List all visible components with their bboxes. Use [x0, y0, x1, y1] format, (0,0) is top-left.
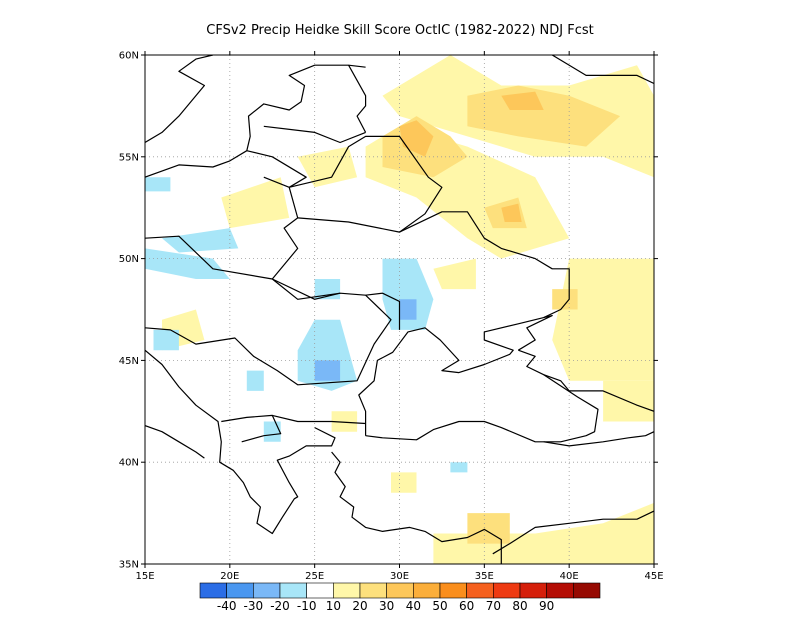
y-tick-label: 40N	[119, 458, 139, 469]
colorbar-swatch	[573, 582, 601, 599]
axes: 15E 20E 25E 30E 35E 40E 45E 60N 55N 50N 45N 40N 35N	[119, 51, 664, 583]
skill-region	[162, 228, 239, 253]
skill-region	[552, 289, 578, 310]
x-tick-label: 40E	[560, 571, 579, 582]
boundary-line	[358, 315, 553, 436]
skill-region	[246, 370, 264, 391]
colorbar-swatch	[439, 582, 467, 599]
colorbar-swatch	[333, 582, 361, 599]
skill-shading-layer	[145, 55, 654, 564]
colorbar-label: -30	[244, 599, 264, 613]
y-tick-label: 60N	[119, 51, 139, 62]
boundary-line	[492, 510, 654, 555]
colorbar-label: 40	[406, 599, 421, 613]
colorbar-label: 50	[432, 599, 447, 613]
colorbar-label: -10	[297, 599, 317, 613]
boundary-line	[543, 374, 654, 412]
skill-region	[331, 411, 358, 432]
skill-region	[297, 319, 358, 391]
x-tick-label: 45E	[644, 571, 663, 582]
colorbar-label: 80	[512, 599, 527, 613]
boundary-line	[145, 235, 392, 386]
colorbar-swatch	[413, 582, 441, 599]
skill-region	[433, 502, 654, 564]
boundary-line	[365, 292, 401, 330]
boundary-line	[221, 414, 282, 443]
skill-region	[297, 146, 358, 188]
skill-region	[145, 248, 230, 279]
boundary-line	[348, 64, 367, 133]
x-tick-label: 35E	[475, 571, 494, 582]
y-tick-label: 35N	[119, 560, 139, 571]
colorbar-label: 60	[459, 599, 474, 613]
colorbar-swatch	[493, 582, 521, 599]
y-tick-label: 55N	[119, 152, 139, 163]
colorbar-label: 30	[379, 599, 394, 613]
x-tick-label: 20E	[220, 571, 239, 582]
skill-region	[153, 329, 179, 351]
colorbar-swatch	[546, 582, 574, 599]
boundary-line	[145, 349, 336, 535]
skill-region	[391, 472, 417, 493]
x-tick-label: 25E	[305, 571, 324, 582]
y-tick-label: 50N	[119, 254, 139, 265]
skill-region	[467, 513, 510, 544]
colorbar-swatch	[226, 582, 254, 599]
colorbar-label: -20	[270, 599, 290, 613]
colorbar-swatch	[306, 582, 334, 599]
skill-region	[433, 258, 476, 290]
skill-region	[145, 177, 171, 192]
skill-region	[382, 258, 434, 330]
boundary-line	[331, 451, 502, 564]
colorbar-label: 20	[352, 599, 367, 613]
chart-title: CFSv2 Precip Heidke Skill Score OctIC (1…	[206, 23, 593, 38]
colorbar-swatch	[253, 582, 281, 599]
skill-region	[314, 360, 341, 381]
coastlines-and-borders	[145, 55, 654, 564]
colorbar: -40 -30 -20 -10 10 20 30 40 50 60 70 80 90	[199, 582, 601, 613]
colorbar-swatch	[279, 582, 307, 599]
skill-region	[450, 462, 468, 473]
skill-region	[501, 203, 522, 222]
boundary-line	[145, 55, 214, 144]
colorbar-label: 70	[486, 599, 501, 613]
boundary-line	[263, 125, 366, 144]
colorbar-swatch	[519, 582, 547, 599]
colorbar-label: -40	[217, 599, 237, 613]
x-tick-label: 15E	[135, 571, 154, 582]
boundary-line	[145, 425, 205, 459]
boundary-line	[365, 349, 599, 443]
skill-region	[221, 177, 290, 229]
boundary-line	[543, 431, 654, 447]
boundary-line	[145, 64, 366, 178]
colorbar-swatch	[386, 582, 414, 599]
boundary-line	[263, 176, 341, 300]
skill-region	[399, 299, 417, 320]
colorbar-label: 10	[326, 599, 341, 613]
skill-region	[501, 91, 544, 110]
boundary-line	[246, 150, 307, 188]
colorbar-swatch	[359, 582, 387, 599]
boundary-line	[551, 55, 654, 85]
y-tick-label: 45N	[119, 356, 139, 367]
colorbar-label: 90	[539, 599, 554, 613]
skill-region	[263, 421, 281, 442]
colorbar-swatch	[199, 582, 227, 599]
boundary-line	[272, 414, 366, 425]
x-tick-label: 30E	[390, 571, 409, 582]
gridlines	[145, 55, 654, 564]
boundary-line	[289, 135, 443, 233]
colorbar-swatch	[466, 582, 494, 599]
